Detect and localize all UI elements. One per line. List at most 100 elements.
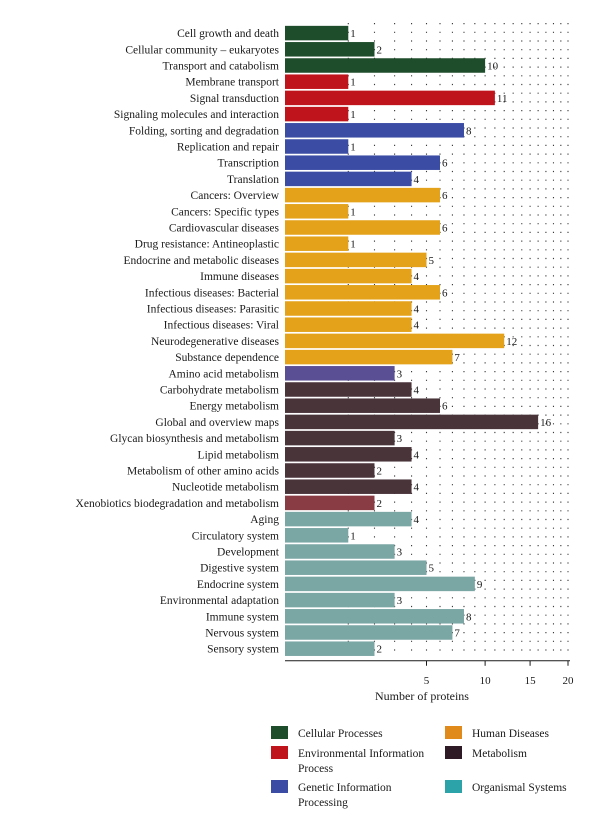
bar (285, 576, 475, 592)
category-label: Cancers: Overview (191, 190, 280, 202)
category-label: Environmental adaptation (160, 595, 279, 607)
category-label: Metabolism of other amino acids (127, 466, 280, 478)
bar (285, 220, 441, 235)
value-label: 4 (414, 320, 420, 332)
x-tick-label: 5 (424, 675, 430, 687)
bar (285, 106, 349, 122)
category-label: Transport and catabolism (163, 61, 280, 73)
value-label: 6 (442, 287, 448, 299)
bar (285, 625, 453, 640)
category-label: Signaling molecules and interaction (114, 109, 279, 121)
value-label: 1 (350, 28, 356, 40)
bar (285, 301, 412, 316)
value-label: 1 (350, 109, 356, 121)
legend-label: Human Diseases (472, 728, 549, 740)
bar (285, 382, 412, 397)
category-label: Nervous system (205, 628, 279, 640)
bar (285, 333, 505, 349)
legend-label: Organismal Systems (472, 782, 567, 794)
bar (285, 398, 441, 413)
bar (285, 155, 441, 170)
category-label: Endocrine and metabolic diseases (123, 255, 279, 267)
legend-swatch (445, 726, 462, 739)
value-label: 5 (429, 563, 435, 575)
value-label: 7 (454, 628, 460, 640)
category-label: Signal transduction (190, 93, 279, 105)
value-label: 2 (376, 498, 382, 510)
x-tick-label: 15 (525, 675, 537, 687)
value-label: 3 (397, 368, 403, 380)
x-tick-label: 20 (563, 675, 575, 687)
value-label: 2 (376, 44, 382, 56)
x-axis: 5 10 15 20 (285, 660, 575, 687)
category-label: Global and overview maps (155, 417, 279, 429)
value-label: 8 (466, 611, 472, 623)
category-label: Sensory system (207, 644, 279, 656)
value-label: 5 (429, 255, 435, 267)
bar (285, 366, 395, 381)
category-label: Carbohydrate metabolism (160, 385, 279, 397)
category-label: Folding, sorting and degradation (129, 125, 279, 137)
value-label: 8 (466, 125, 472, 137)
bar (285, 268, 412, 284)
value-label: 4 (414, 449, 420, 461)
bar (285, 74, 349, 89)
category-label: Xenobiotics biodegradation and metabolis… (76, 498, 279, 510)
category-label: Infectious diseases: Viral (164, 320, 279, 332)
bar (285, 479, 412, 494)
value-label: 11 (497, 93, 508, 105)
value-label: 6 (442, 190, 448, 202)
legend-swatch (445, 746, 462, 759)
legend-label: Genetic Information Processing (298, 782, 392, 809)
legend-swatch (271, 726, 288, 739)
category-label: Cell growth and death (177, 28, 279, 40)
category-label: Cardiovascular diseases (169, 223, 280, 235)
bar (285, 25, 349, 41)
value-label: 1 (350, 142, 356, 154)
bar (285, 528, 349, 543)
bar (285, 544, 395, 559)
bar (285, 317, 412, 332)
category-label: Membrane transport (185, 77, 279, 89)
bar-layer (285, 25, 539, 656)
category-label: Drug resistance: Antineoplastic (135, 239, 279, 251)
bar (285, 285, 441, 300)
value-label: 4 (414, 482, 420, 494)
bar (285, 447, 412, 462)
value-label: 4 (414, 271, 420, 283)
value-label: 1 (350, 530, 356, 542)
category-label: Glycan biosynthesis and metabolism (110, 433, 279, 445)
value-label-layer: 1210111181646161546441273461634242413593… (350, 28, 551, 656)
category-label: Cancers: Specific types (171, 206, 279, 218)
category-label: Neurodegenerative diseases (151, 336, 280, 348)
bar (285, 609, 464, 624)
bar (285, 252, 427, 268)
value-label: 3 (397, 547, 403, 559)
value-label: 4 (414, 385, 420, 397)
category-label: Amino acid metabolism (168, 368, 279, 380)
category-label: Digestive system (200, 563, 279, 575)
category-label: Cellular community – eukaryotes (125, 44, 279, 56)
legend-label: Cellular Processes (298, 728, 383, 740)
value-label: 2 (376, 466, 382, 478)
category-label: Immune system (206, 611, 279, 623)
bar (285, 42, 375, 57)
bar (285, 463, 375, 478)
legend: Cellular Processes Environmental Informat… (271, 726, 567, 809)
category-label: Translation (227, 174, 279, 186)
x-axis-title: Number of proteins (375, 689, 469, 703)
bar (285, 204, 349, 219)
bar (285, 511, 412, 527)
value-label: 6 (442, 158, 448, 170)
bar (285, 641, 375, 656)
value-label: 1 (350, 77, 356, 89)
category-label-layer: Cell growth and death Cellular community … (76, 28, 280, 656)
value-label: 12 (506, 336, 517, 348)
bar (285, 592, 395, 608)
value-label: 4 (414, 514, 420, 526)
bar (285, 560, 427, 575)
category-label: Development (217, 547, 280, 559)
value-label: 1 (350, 239, 356, 251)
category-label: Infectious diseases: Parasitic (147, 304, 279, 316)
value-label: 4 (414, 174, 420, 186)
